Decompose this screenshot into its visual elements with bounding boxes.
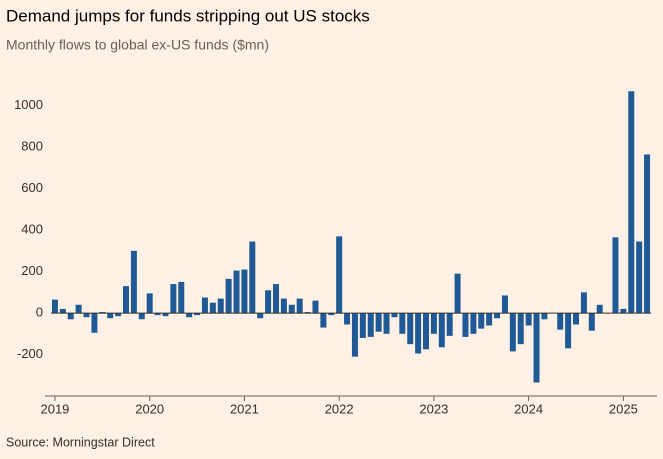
bar: [288, 304, 295, 314]
bar: [367, 313, 374, 337]
chart-title: Demand jumps for funds stripping out US …: [6, 6, 370, 25]
bar: [280, 298, 287, 314]
bar: [107, 313, 114, 319]
bar: [91, 313, 98, 333]
bar: [478, 313, 485, 329]
bar: [312, 300, 319, 314]
bar: [59, 308, 66, 314]
bar: [383, 313, 390, 334]
bar: [328, 313, 335, 316]
bar: [438, 313, 445, 348]
bar: [201, 297, 208, 314]
bar: [83, 313, 90, 318]
bar: [67, 313, 74, 320]
bar: [407, 313, 414, 345]
bar: [51, 299, 58, 314]
bar: [454, 273, 461, 314]
source: Source: Morningstar Direct: [6, 435, 155, 449]
bar: [580, 292, 587, 314]
bar: [257, 313, 264, 319]
bar: [186, 313, 193, 318]
bar: [494, 313, 501, 319]
bar: [115, 313, 122, 317]
x-tick-label: 2022: [325, 401, 354, 416]
y-tick-label: -200: [17, 346, 43, 361]
bar: [320, 313, 327, 328]
bar: [154, 313, 161, 316]
bar: [565, 313, 572, 349]
bar: [541, 313, 548, 320]
bar: [430, 313, 437, 334]
bar: [501, 295, 508, 314]
bar: [612, 237, 619, 314]
bar: [588, 313, 595, 331]
bar: [415, 313, 422, 354]
x-tick-label: 2020: [135, 401, 164, 416]
y-tick-label: 200: [21, 263, 43, 278]
bar: [446, 313, 453, 336]
bar: [99, 312, 106, 314]
bar: [304, 312, 311, 314]
x-tick-label: 2019: [40, 401, 69, 416]
bar: [517, 313, 524, 345]
bar: [217, 298, 224, 314]
bar: [359, 313, 366, 338]
x-tick-label: 2025: [609, 401, 638, 416]
bar: [636, 241, 643, 314]
x-tick-label: 2024: [514, 401, 543, 416]
bar: [209, 302, 216, 314]
bar: [462, 313, 469, 337]
bar: [130, 250, 137, 314]
x-tick-label: 2021: [230, 401, 259, 416]
bar: [620, 308, 627, 314]
y-tick-label: 0: [36, 305, 43, 320]
bar: [596, 304, 603, 314]
y-tick-label: 400: [21, 222, 43, 237]
bar: [225, 278, 232, 314]
bar: [146, 293, 153, 314]
bar: [344, 313, 351, 325]
bar: [265, 290, 272, 314]
bar: [375, 313, 382, 332]
bar: [351, 313, 358, 357]
bar: [423, 313, 429, 350]
bar: [399, 313, 406, 334]
bar: [123, 286, 129, 314]
bar: [628, 91, 635, 314]
bar: [296, 298, 303, 314]
bar: [178, 281, 185, 314]
bar: [75, 304, 82, 314]
bar: [525, 313, 532, 326]
bar: [170, 284, 177, 314]
bar: [162, 313, 169, 317]
x-tick-label: 2023: [419, 401, 448, 416]
y-tick-label: 600: [21, 180, 43, 195]
bar: [233, 270, 240, 314]
bar: [249, 241, 256, 314]
bar: [557, 313, 564, 330]
y-tick-label: 1000: [14, 97, 43, 112]
y-tick-label: 800: [21, 139, 43, 154]
bar: [533, 313, 540, 383]
bar: [509, 313, 516, 352]
chart-subtitle: Monthly flows to global ex-US funds ($mn…: [6, 37, 269, 53]
bar: [138, 313, 145, 320]
bar: [273, 284, 279, 314]
bar: [391, 313, 398, 318]
bar: [336, 236, 343, 314]
bar: [470, 313, 477, 334]
bar: [573, 313, 579, 325]
bar: [486, 313, 493, 326]
bar: [241, 269, 248, 314]
bar: [644, 154, 651, 314]
bar: [194, 313, 201, 316]
